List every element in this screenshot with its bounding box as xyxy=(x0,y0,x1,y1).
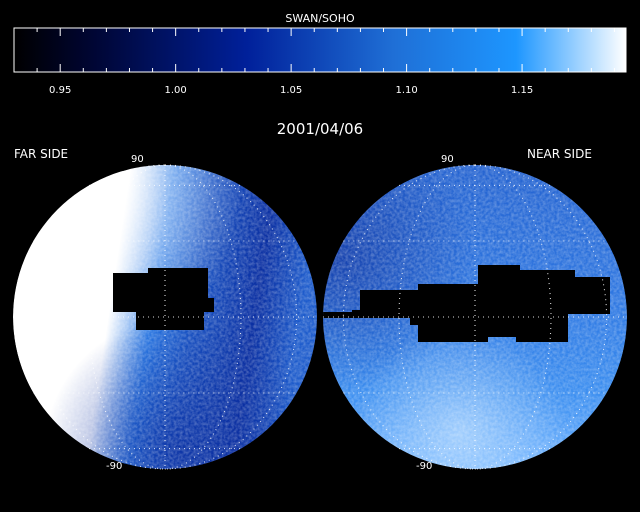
colorbar-gradient xyxy=(13,27,627,73)
colorbar xyxy=(13,27,627,73)
colorbar-tick-label: 0.95 xyxy=(49,85,72,96)
near-side-north-latitude-label: 90 xyxy=(441,154,454,165)
meridian-line xyxy=(342,164,608,470)
far-side-label: FAR SIDE xyxy=(14,147,69,161)
near-side-data-gap xyxy=(323,265,610,342)
instrument-title: SWAN/SOHO xyxy=(285,12,355,25)
far-side-north-latitude-label: 90 xyxy=(131,154,144,165)
far-side-south-latitude-label: -90 xyxy=(106,461,123,472)
colorbar-tick-label: 1.10 xyxy=(395,85,418,96)
meridian-line xyxy=(32,164,298,470)
near-side-label: NEAR SIDE xyxy=(527,147,592,161)
far-side-data-gap xyxy=(113,268,214,330)
far-side-coordinate-grid xyxy=(13,164,317,470)
colorbar-tick-label: 1.00 xyxy=(164,85,187,96)
colorbar-tick-label: 1.05 xyxy=(279,85,303,96)
observation-date: 2001/04/06 xyxy=(276,120,364,138)
near-side-south-latitude-label: -90 xyxy=(416,461,433,472)
near-side-coordinate-grid xyxy=(323,164,627,470)
colorbar-ticks xyxy=(13,28,615,72)
colorbar-tick-label: 1.15 xyxy=(510,85,534,96)
